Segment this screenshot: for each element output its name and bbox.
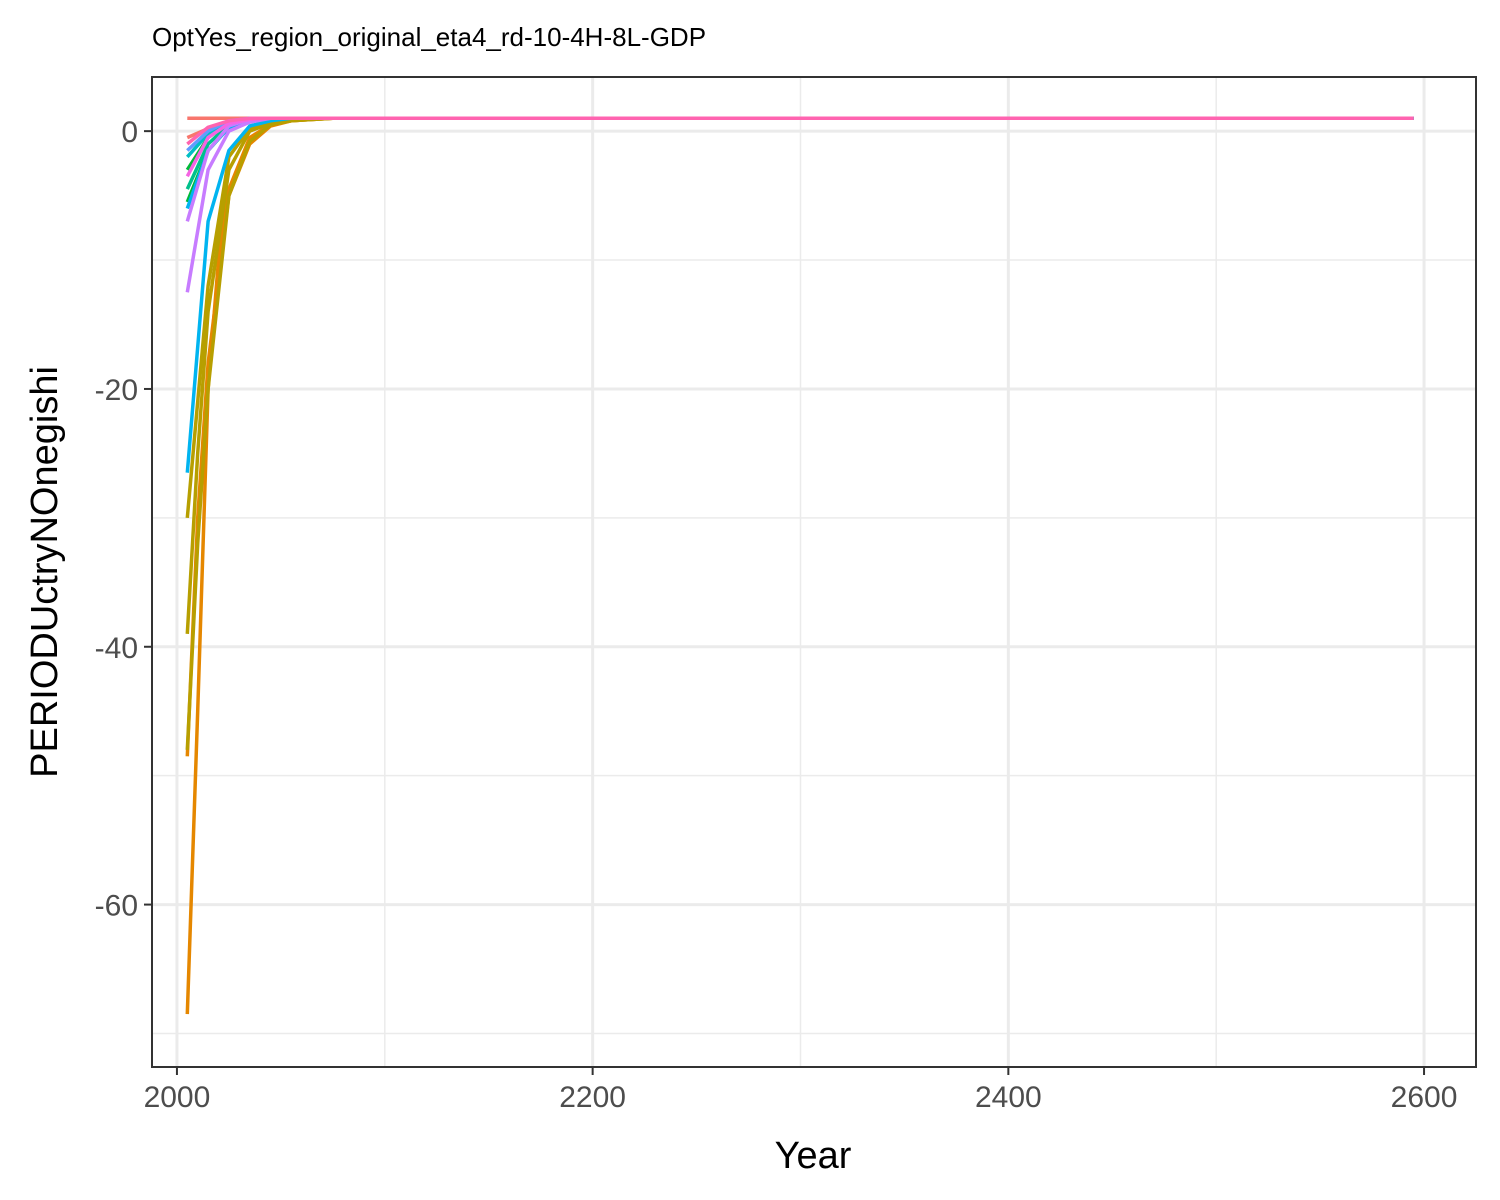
series-line-18 xyxy=(186,116,1414,146)
axis-ticks: 2000 2200 2400 2600 0 -20 -40 -60 xyxy=(95,116,1458,1114)
grid-lines xyxy=(152,77,1476,1067)
y-tick-label: -60 xyxy=(95,890,138,923)
x-tick-label: 2000 xyxy=(144,1081,211,1114)
y-tick-label: -40 xyxy=(95,632,138,665)
series-lines xyxy=(185,116,1414,1015)
x-tick-label: 2600 xyxy=(1391,1081,1458,1114)
x-axis-title: Year xyxy=(775,1135,852,1177)
chart-title: OptYes_region_original_eta4_rd-10-4H-8L-… xyxy=(152,22,706,52)
x-tick-label: 2200 xyxy=(559,1081,626,1114)
y-axis-title: PERIODUctryNOnegishi xyxy=(24,366,66,778)
y-tick-label: 0 xyxy=(121,116,138,149)
y-tick-label: -20 xyxy=(95,374,138,407)
panel-border xyxy=(151,76,1477,1068)
x-tick-label: 2400 xyxy=(975,1081,1042,1114)
